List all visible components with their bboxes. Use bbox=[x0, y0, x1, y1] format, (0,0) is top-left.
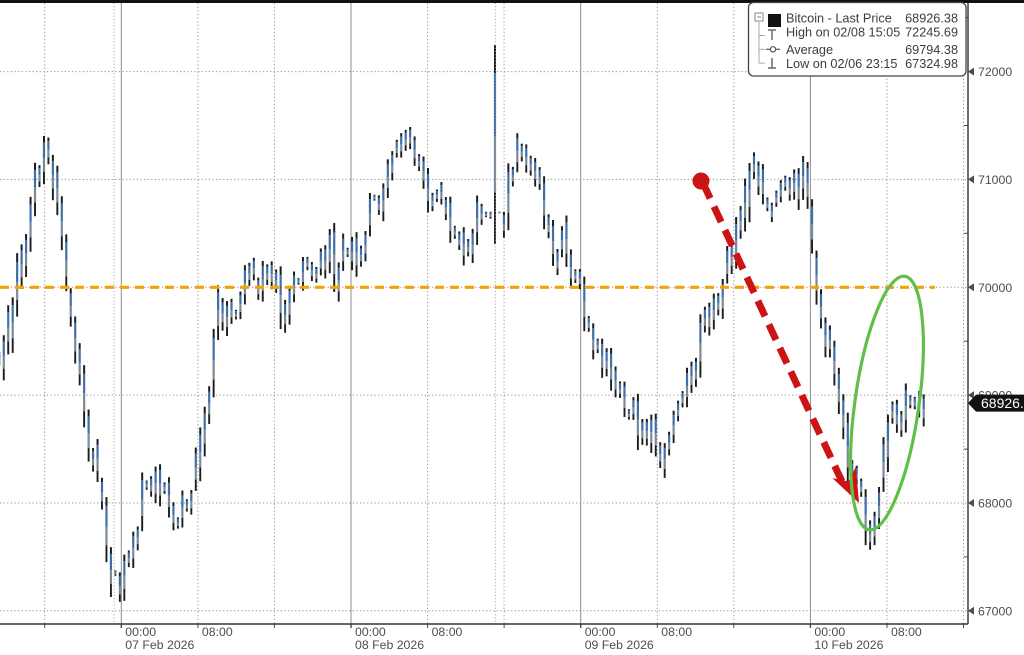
svg-text:00:00: 00:00 bbox=[814, 625, 845, 639]
svg-text:08 Feb 2026: 08 Feb 2026 bbox=[355, 638, 424, 652]
svg-text:68000: 68000 bbox=[978, 497, 1012, 511]
svg-text:08:00: 08:00 bbox=[891, 625, 922, 639]
svg-text:10 Feb 2026: 10 Feb 2026 bbox=[814, 638, 883, 652]
svg-text:70000: 70000 bbox=[978, 281, 1012, 295]
svg-text:72245.69: 72245.69 bbox=[905, 25, 958, 39]
svg-text:00:00: 00:00 bbox=[355, 625, 386, 639]
svg-text:High on 02/08 15:05: High on 02/08 15:05 bbox=[786, 25, 900, 39]
svg-text:Low on 02/06 23:15: Low on 02/06 23:15 bbox=[786, 57, 897, 71]
svg-text:67000: 67000 bbox=[978, 604, 1012, 618]
svg-text:00:00: 00:00 bbox=[585, 625, 616, 639]
svg-text:Bitcoin - Last Price: Bitcoin - Last Price bbox=[786, 12, 892, 26]
svg-text:08:00: 08:00 bbox=[432, 625, 463, 639]
svg-text:00:00: 00:00 bbox=[125, 625, 156, 639]
svg-text:72000: 72000 bbox=[978, 65, 1012, 79]
svg-text:67324.98: 67324.98 bbox=[905, 57, 958, 71]
svg-text:69794.38: 69794.38 bbox=[905, 43, 958, 57]
svg-text:71000: 71000 bbox=[978, 173, 1012, 187]
svg-text:68926.38: 68926.38 bbox=[905, 12, 958, 26]
svg-text:68926.38: 68926.38 bbox=[981, 395, 1024, 411]
svg-text:09 Feb 2026: 09 Feb 2026 bbox=[585, 638, 654, 652]
svg-text:Average: Average bbox=[786, 43, 833, 57]
svg-text:07 Feb 2026: 07 Feb 2026 bbox=[125, 638, 194, 652]
svg-text:08:00: 08:00 bbox=[661, 625, 692, 639]
svg-text:08:00: 08:00 bbox=[202, 625, 233, 639]
